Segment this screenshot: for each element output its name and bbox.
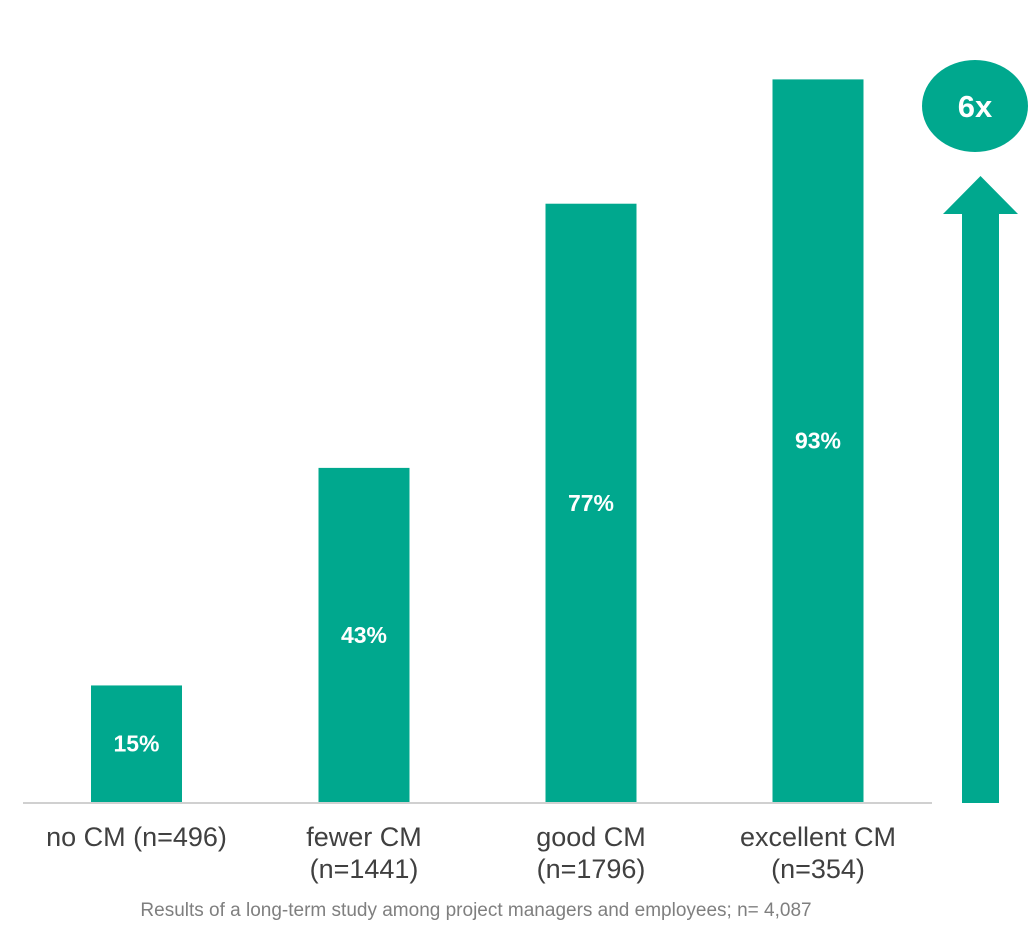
footnote: Results of a long-term study among proje… [140, 900, 811, 921]
x-tick-label-4-line-1: excellent CM [740, 822, 896, 852]
data-label-1: 15% [113, 731, 159, 757]
bar-4 [772, 79, 864, 802]
data-label-4: 93% [795, 428, 841, 454]
bar-1 [91, 685, 182, 802]
up-arrow-icon [943, 176, 1018, 803]
x-tick-label-3-line-1: good CM [536, 822, 646, 852]
data-label-2: 43% [341, 622, 387, 648]
x-tick-label-2-line-2: (n=1441) [310, 854, 419, 884]
bar-3 [545, 203, 637, 802]
data-label-3: 77% [568, 490, 614, 516]
multiplier-badge [922, 60, 1028, 152]
multiplier-badge-label: 6x [958, 89, 993, 124]
bars-group: 15% 43% 77% 93% [91, 79, 864, 802]
x-tick-labels: no CM (n=496) fewer CM(n=1441) good CM(n=1… [46, 822, 896, 884]
x-tick-label-2-line-1: fewer CM [306, 822, 422, 852]
bar-2 [318, 467, 410, 802]
x-tick-label-4-line-2: (n=354) [771, 854, 865, 884]
x-tick-label-3-line-2: (n=1796) [537, 854, 646, 884]
x-tick-label-1: no CM (n=496) [46, 822, 227, 852]
